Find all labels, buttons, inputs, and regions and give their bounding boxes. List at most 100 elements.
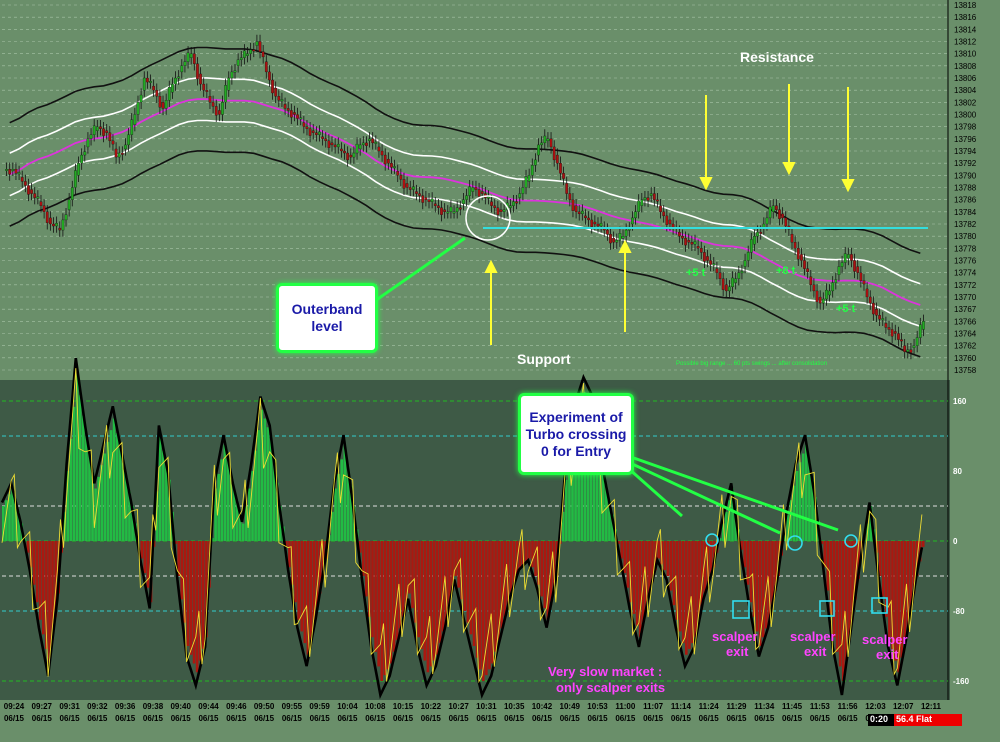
candle-body [765, 217, 769, 225]
candle-body [793, 242, 797, 249]
histogram-bar [214, 488, 217, 541]
candle-body [130, 119, 134, 135]
histogram-bar [229, 473, 233, 541]
price-tick-label: 13816 [954, 13, 977, 22]
price-tick-label: 13786 [954, 196, 977, 205]
histogram-bar [146, 541, 150, 588]
candle-body [731, 277, 734, 288]
candle-body [261, 51, 265, 58]
histogram-bar [131, 506, 134, 541]
histogram-bar [906, 541, 910, 629]
time-tick-label: 11:14 [671, 702, 692, 711]
candle-body [868, 296, 872, 304]
candle-body [111, 140, 115, 145]
price-tick-label: 13774 [954, 269, 977, 278]
candle-body [690, 242, 694, 245]
candle-body [637, 200, 641, 212]
histogram-bar [506, 541, 510, 606]
price-tick-label: 13796 [954, 135, 977, 144]
down-arrow [699, 177, 713, 191]
candle-body [289, 110, 293, 118]
candle-body [706, 256, 709, 261]
histogram-bar [657, 541, 660, 559]
price-tick-label: 13792 [954, 159, 977, 168]
histogram-bar [386, 541, 390, 670]
histogram-bar [155, 491, 159, 541]
candle-body [264, 61, 268, 73]
candle-body [665, 215, 669, 225]
candle-body [918, 324, 922, 338]
support-label: Support [517, 351, 571, 367]
candle-body [318, 131, 321, 135]
price-tick-label: 13766 [954, 317, 977, 326]
candle-body [202, 83, 206, 91]
price-tick-label: 13812 [954, 38, 977, 47]
histogram-bar [811, 479, 814, 541]
histogram-bar [371, 541, 374, 638]
histogram-bar [205, 541, 208, 638]
candle-body [515, 201, 518, 204]
histogram-bar [377, 541, 380, 667]
candle-body [239, 57, 243, 60]
candle-body [327, 140, 331, 148]
histogram-bar [5, 500, 8, 541]
price-tick-label: 13802 [954, 98, 977, 107]
candle-body [587, 217, 590, 221]
histogram-bar [8, 494, 11, 541]
candle-body [296, 114, 299, 119]
histogram-bar [51, 541, 54, 641]
candle-body [715, 268, 719, 273]
candle-body [593, 221, 597, 225]
candle-body [546, 138, 550, 142]
candle-body [693, 241, 697, 245]
candle-body [196, 63, 199, 79]
histogram-bar [638, 541, 642, 638]
histogram-bar [546, 541, 550, 620]
histogram-bar [69, 438, 73, 541]
histogram-bar [201, 541, 205, 649]
price-tick-label: 13790 [954, 171, 977, 180]
time-tick-label: 09:32 [87, 702, 108, 711]
candle-body [386, 158, 390, 164]
candle-body [39, 201, 43, 206]
oscillator-tick-label: 80 [953, 467, 962, 476]
price-grid [2, 4, 948, 371]
scalper-exit-label-1: scalper exit [712, 629, 758, 659]
histogram-bar [198, 541, 202, 661]
candle-body [70, 187, 74, 200]
date-tick-label: 06/15 [198, 714, 219, 723]
candle-body [299, 117, 303, 120]
candle-body [230, 71, 234, 79]
candle-body [571, 199, 575, 211]
exit-marker [732, 600, 750, 619]
price-tick-label: 13780 [954, 232, 977, 241]
histogram-bar [183, 541, 187, 623]
histogram-bar [531, 541, 534, 568]
candle-body [696, 246, 700, 249]
histogram-bar [380, 541, 384, 681]
price-tick-label: 13808 [954, 62, 977, 71]
candle-body [471, 187, 475, 192]
price-tick-label: 13810 [954, 50, 977, 59]
candle-body [790, 233, 794, 243]
candle-body [893, 331, 897, 334]
histogram-bar [451, 541, 454, 591]
candle-body [415, 191, 418, 194]
candle-body [872, 302, 875, 315]
histogram-bar [494, 541, 497, 652]
candle-body [480, 191, 484, 194]
histogram-bar [125, 476, 128, 541]
candle-body [280, 99, 284, 102]
histogram-bar [337, 473, 340, 541]
histogram-bar [297, 541, 300, 620]
candle-body [831, 282, 835, 292]
candle-body [102, 128, 105, 136]
candle-body [205, 90, 209, 92]
histogram-bar [789, 500, 793, 541]
price-panel-bg [0, 0, 950, 380]
time-tick-label: 10:42 [532, 702, 553, 711]
candle-body [796, 248, 800, 260]
candle-body [612, 238, 615, 243]
histogram-bar [457, 541, 460, 588]
